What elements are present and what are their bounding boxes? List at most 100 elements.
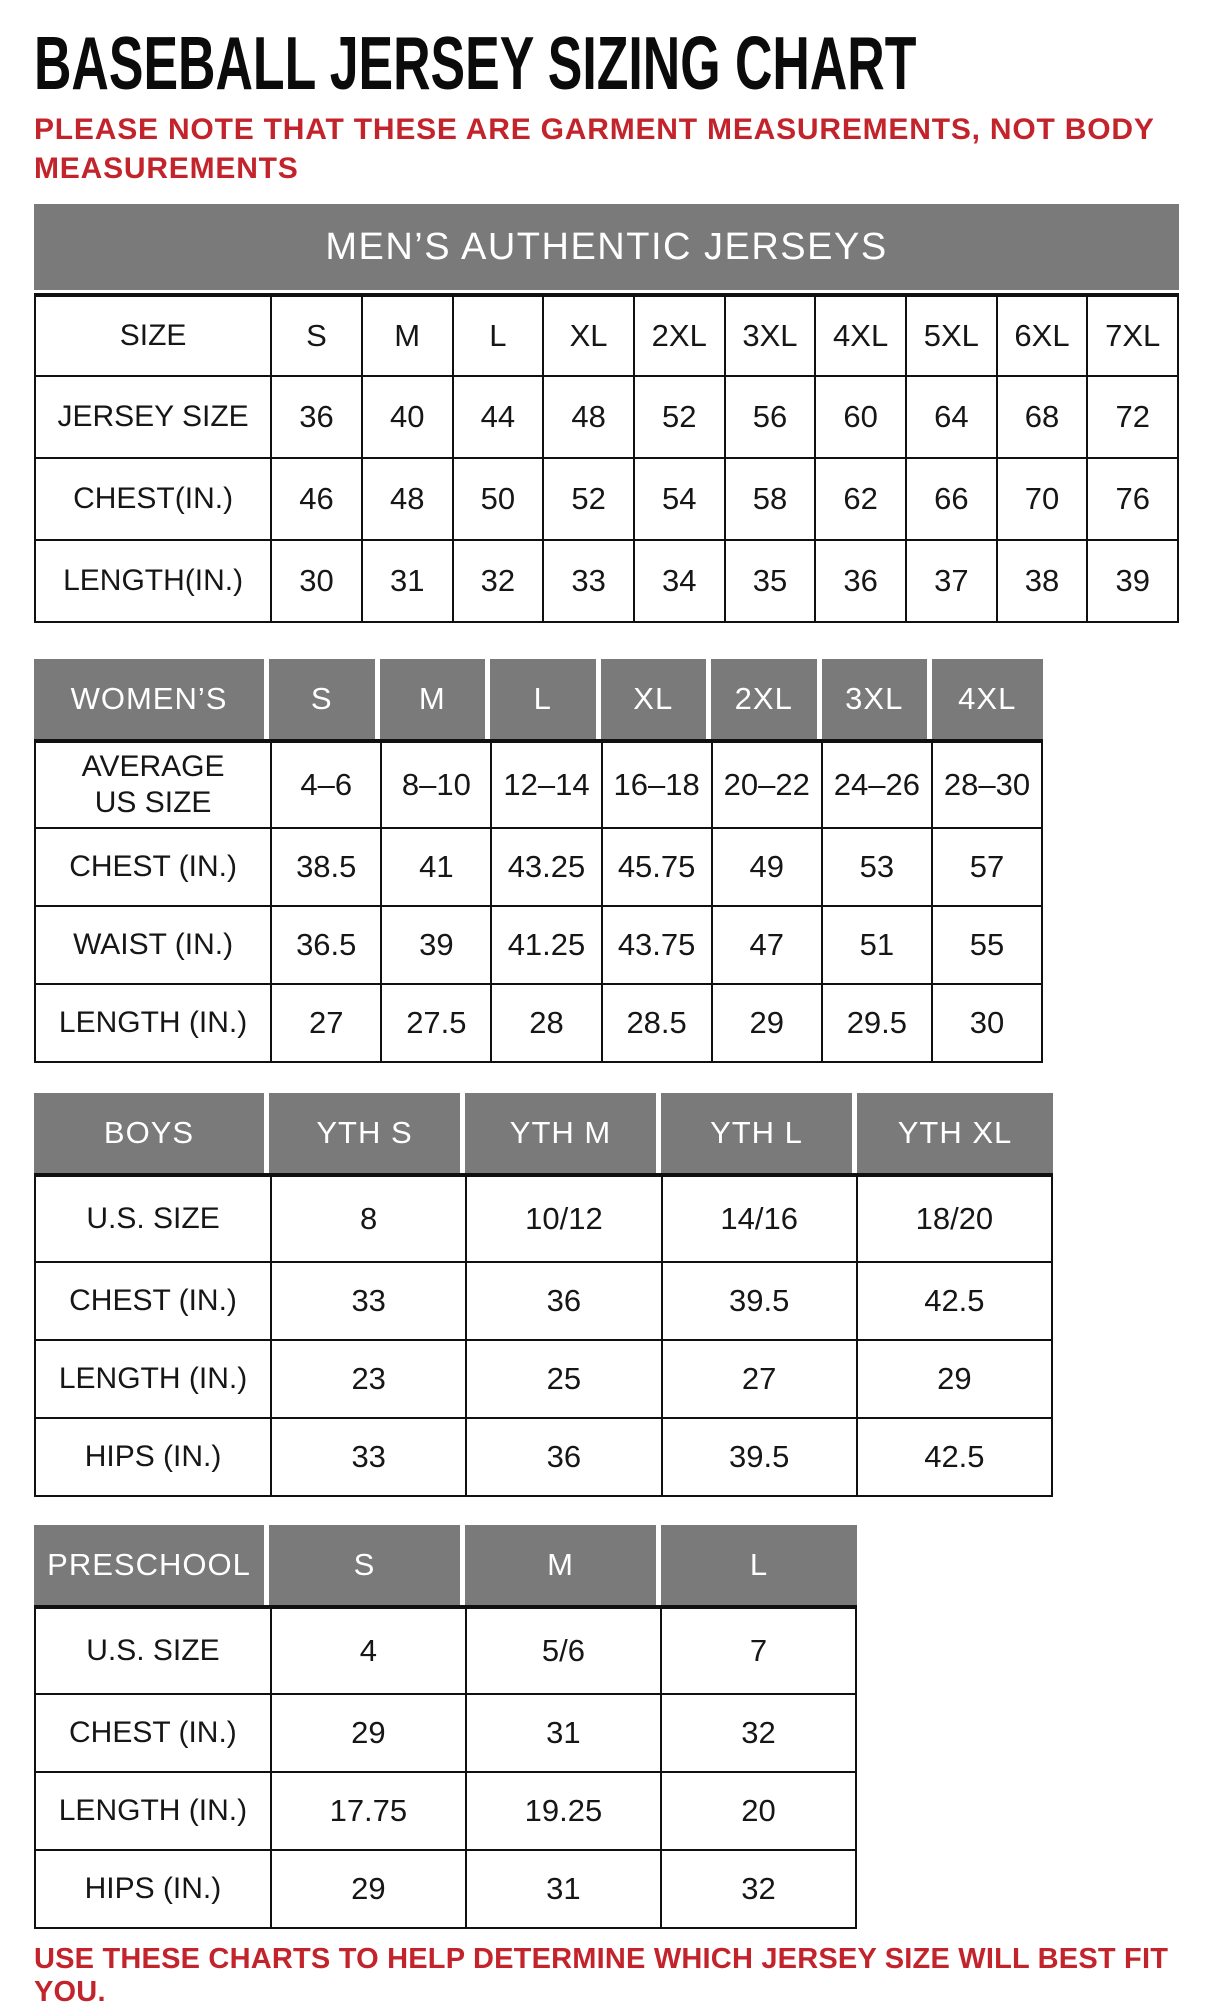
table-row: CHEST(IN.) 46 48 50 52 54 58 62 66 70 76: [36, 457, 1177, 539]
size-column-header: 7XL: [1086, 297, 1177, 375]
table-header-row: BOYS YTH S YTH M YTH L YTH XL: [34, 1093, 1053, 1173]
table-cell: 38.5: [270, 829, 380, 905]
table-cell: 29: [269, 1851, 465, 1927]
table-cell: 32: [451, 541, 543, 621]
table-cell: 27: [660, 1341, 856, 1417]
table-cell: 28.5: [600, 985, 711, 1061]
size-column-header: 3XL: [821, 659, 932, 739]
table-cell: 14/16: [660, 1177, 856, 1261]
table-cell: 27: [270, 985, 380, 1061]
row-label: AVERAGE US SIZE: [81, 750, 225, 819]
table-cell: 31: [464, 1695, 660, 1771]
size-column-header: L: [661, 1525, 857, 1605]
size-column-header: 4XL: [814, 297, 905, 375]
table-cell: 41: [380, 829, 490, 905]
table-cell: 25: [465, 1341, 660, 1417]
table-cell: 29.5: [820, 985, 931, 1061]
table-cell: 28–30: [930, 743, 1041, 827]
table-cell: 19.25: [464, 1773, 660, 1849]
table-cell: 45.75: [600, 829, 711, 905]
table-title-cell: WOMEN’S: [34, 659, 269, 739]
table-cell: 32: [659, 1851, 855, 1927]
size-column-header: YTH M: [465, 1093, 661, 1173]
table-cell: 4–6: [270, 743, 380, 827]
table-cell: 36.5: [270, 907, 380, 983]
size-column-header: 6XL: [995, 297, 1087, 375]
table-cell: 51: [820, 907, 931, 983]
table-cell: 40: [360, 377, 452, 457]
table-row: AVERAGE US SIZE 4–6 8–10 12–14 16–18 20–22 24–…: [36, 743, 1041, 827]
table-title-cell: PRESCHOOL: [34, 1525, 269, 1605]
size-column-header: 2XL: [711, 659, 822, 739]
table-cell: 36: [465, 1419, 660, 1495]
row-label: HIPS (IN.): [84, 1440, 222, 1473]
size-column-header: M: [360, 297, 452, 375]
table-cell: 39.5: [660, 1263, 856, 1339]
size-column-header: YTH S: [269, 1093, 465, 1173]
table-cell: 16–18: [600, 743, 711, 827]
table-cell: 46: [270, 459, 361, 539]
table-cell: 8: [270, 1177, 465, 1261]
table-row: WAIST (IN.) 36.5 39 41.25 43.75 47 51 55: [36, 905, 1041, 983]
row-label: LENGTH (IN.): [58, 1362, 248, 1395]
size-header-row: SIZE S M L XL 2XL 3XL 4XL 5XL 6XL 7XL: [36, 297, 1177, 375]
table-cell: 10/12: [465, 1177, 660, 1261]
size-column-header: S: [269, 1525, 465, 1605]
table-cell: 12–14: [490, 743, 600, 827]
table-cell: 36: [465, 1263, 660, 1339]
table-row: HIPS (IN.) 29 31 32: [36, 1849, 855, 1927]
size-column-header: S: [269, 659, 380, 739]
table-cell: 39: [1086, 541, 1177, 621]
size-column-header: 3XL: [723, 297, 815, 375]
table-cell: 36: [270, 377, 361, 457]
table-cell: 49: [710, 829, 821, 905]
table-cell: 41.25: [490, 907, 600, 983]
table-cell: 4: [269, 1609, 465, 1693]
table-cell: 39.5: [660, 1419, 856, 1495]
size-column-header: L: [451, 297, 543, 375]
table-row: CHEST (IN.) 33 36 39.5 42.5: [36, 1261, 1051, 1339]
corner-header-cell: SIZE: [119, 319, 187, 352]
mens-authentic-jerseys-table: MEN’S AUTHENTIC JERSEYS SIZE S M L XL 2XL 3XL 4X…: [34, 204, 1179, 623]
table-cell: 76: [1086, 459, 1177, 539]
table-cell: 35: [723, 541, 815, 621]
table-cell: 37: [904, 541, 996, 621]
size-column-header: 2XL: [632, 297, 724, 375]
table-cell: 23: [270, 1341, 465, 1417]
table-grid: U.S. SIZE 4 5/6 7 CHEST (IN.) 29 31 32 LENGTH (I…: [34, 1605, 857, 1929]
womens-sizing-table: WOMEN’S S M L XL 2XL 3XL 4XL AVERAGE US SIZE 4–6 8…: [34, 659, 1043, 1063]
row-label: LENGTH(IN.): [63, 564, 244, 597]
table-cell: 36: [814, 541, 905, 621]
table-cell: 33: [270, 1419, 465, 1495]
table-cell: 29: [269, 1695, 465, 1771]
table-cell: 34: [632, 541, 724, 621]
row-label: JERSEY SIZE: [57, 400, 249, 433]
row-label: CHEST (IN.): [69, 1284, 237, 1317]
table-row: U.S. SIZE 8 10/12 14/16 18/20: [36, 1177, 1051, 1261]
table-cell: 48: [542, 377, 633, 457]
table-cell: 33: [270, 1263, 465, 1339]
garment-measurements-note: PLEASE NOTE THAT THESE ARE GARMENT MEASU…: [34, 110, 1220, 188]
table-cell: 31: [360, 541, 452, 621]
table-cell: 55: [930, 907, 1041, 983]
table-row: LENGTH (IN.) 17.75 19.25 20: [36, 1771, 855, 1849]
table-header-row: WOMEN’S S M L XL 2XL 3XL 4XL: [34, 659, 1043, 739]
table-cell: 29: [710, 985, 821, 1061]
table-cell: 50: [451, 459, 543, 539]
row-label: CHEST (IN.): [69, 1716, 237, 1749]
size-column-header: L: [490, 659, 601, 739]
row-label: WAIST (IN.): [73, 928, 234, 961]
table-cell: 48: [360, 459, 452, 539]
table-cell: 32: [659, 1695, 855, 1771]
table-grid: SIZE S M L XL 2XL 3XL 4XL 5XL 6XL 7XL JERSEY SIZE 36…: [34, 293, 1179, 623]
size-column-header: YTH L: [661, 1093, 857, 1173]
table-row: CHEST (IN.) 38.5 41 43.25 45.75 49 53 57: [36, 827, 1041, 905]
table-row: U.S. SIZE 4 5/6 7: [36, 1609, 855, 1693]
table-title-cell: BOYS: [34, 1093, 269, 1173]
size-column-header: XL: [542, 297, 633, 375]
table-header-row: PRESCHOOL S M L: [34, 1525, 857, 1605]
table-cell: 47: [710, 907, 821, 983]
table-cell: 7: [659, 1609, 855, 1693]
table-cell: 39: [380, 907, 490, 983]
